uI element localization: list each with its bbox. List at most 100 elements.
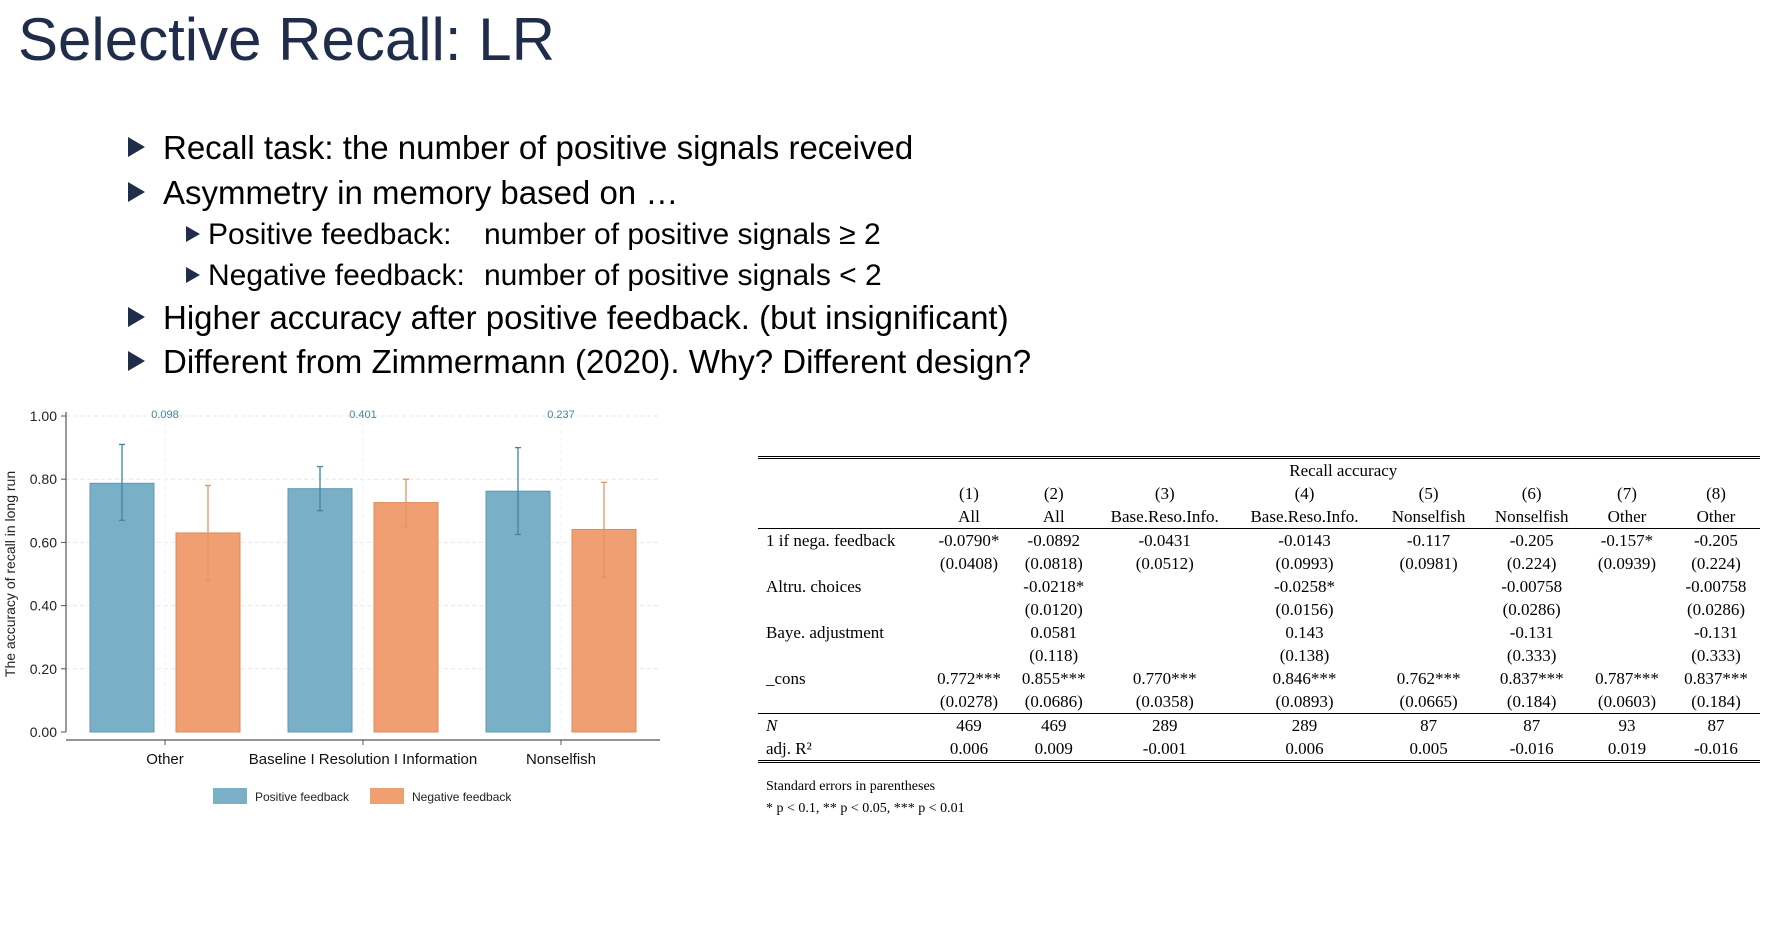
row-label xyxy=(758,598,927,621)
bar xyxy=(373,502,439,733)
column-number: (2) xyxy=(1043,484,1064,503)
table-cell: (0.0665) xyxy=(1399,692,1458,711)
table-cell: (0.0286) xyxy=(1686,600,1746,619)
column-number: (8) xyxy=(1706,484,1726,503)
table-cell: (0.0408) xyxy=(939,554,998,573)
p-value-label: 0.098 xyxy=(151,409,179,421)
table-cell xyxy=(1376,644,1482,667)
table-row: 1 if nega. feedback -0.0790* -0.0892 -0.043… xyxy=(758,528,1760,552)
header-group-label: Recall accuracy xyxy=(926,456,1760,482)
triangle-bullet-icon xyxy=(128,182,145,203)
y-tick-label: 0.20 xyxy=(30,661,57,677)
table-cell: 87 xyxy=(1375,713,1482,737)
table-cell: (0.184) xyxy=(1691,692,1741,711)
triangle-bullet-icon xyxy=(186,267,200,284)
column-name: Base.Reso.Info. xyxy=(1250,507,1359,526)
chart-canvas: 0.00 0.20 0.40 0.60 0.80 1.00 The accuracy of … xyxy=(2,408,660,804)
triangle-bullet-icon xyxy=(186,226,200,243)
table-row: (0.0120) (0.0156) (0.0286) (0.0286) xyxy=(758,598,1760,621)
table-cell: 0.762*** xyxy=(1396,669,1461,688)
bullet-text: Recall task: the number of positive sign… xyxy=(163,129,914,166)
table-stat-row: adj. R² 0.006 0.009 -0.001 0.006 0.005 -0.016 0… xyxy=(758,737,1760,763)
y-tick-label: 0.40 xyxy=(30,598,57,614)
bar xyxy=(89,482,155,733)
table-row: _cons 0.772*** 0.855*** 0.770*** 0.846*** 0.7… xyxy=(758,667,1760,690)
row-label: Altru. choices xyxy=(766,577,862,596)
legend-swatch xyxy=(370,788,404,804)
column-number: (4) xyxy=(1294,484,1315,503)
table-cell: 0.846*** xyxy=(1272,669,1337,688)
x-tick-label: Other xyxy=(146,751,184,768)
table-cell: 0.019 xyxy=(1581,737,1672,763)
triangle-bullet-icon xyxy=(128,307,145,328)
column-name: Nonselfish xyxy=(1391,507,1466,526)
table-cell xyxy=(1582,598,1672,621)
y-tick-label: 1.00 xyxy=(30,408,57,424)
table-cell: -0.0431 xyxy=(1096,528,1234,552)
table-cell: 0.837*** xyxy=(1684,669,1748,688)
sub-bullet-label: Positive feedback: xyxy=(208,218,452,251)
row-label: 1 if nega. feedback xyxy=(758,528,927,552)
table-cell: (0.0893) xyxy=(1275,692,1334,711)
table-cell: 289 xyxy=(1233,713,1376,737)
bullet-item: Recall task: the number of positive sign… xyxy=(128,128,913,168)
header-blank xyxy=(758,456,927,482)
table-cell: (0.0686) xyxy=(1024,692,1083,711)
table-cell: (0.184) xyxy=(1506,692,1557,711)
table-cell: (0.0278) xyxy=(939,692,998,711)
table-cell: -0.117 xyxy=(1375,528,1482,552)
table-cell: (0.0358) xyxy=(1135,692,1194,711)
table-cell xyxy=(1582,621,1672,644)
table-stat-row: N 469 469 289 289 87 87 93 87 xyxy=(758,713,1760,737)
table-cell: 93 xyxy=(1581,713,1672,737)
table-cell: 0.855*** xyxy=(1021,669,1086,688)
regression-table-grid: Recall accuracy (1) (2) (3) (4) (5) (6) (7) (8) A… xyxy=(758,456,1760,763)
column-number: (1) xyxy=(959,484,979,503)
x-tick-label: Nonselfish xyxy=(526,751,596,768)
table-cell xyxy=(1582,644,1672,667)
table-cell: -0.0258* xyxy=(1274,577,1335,596)
table-cell: (0.333) xyxy=(1506,646,1557,665)
bullet-item: Asymmetry in memory based on … xyxy=(128,173,678,213)
table-cell xyxy=(1096,644,1233,667)
table-cell: 0.006 xyxy=(926,737,1012,763)
table-row: (0.118) (0.138) (0.333) (0.333) xyxy=(758,644,1760,667)
table-cell: -0.0218* xyxy=(1023,577,1085,596)
table-cell: (0.333) xyxy=(1691,646,1741,665)
table-cell: (0.224) xyxy=(1691,554,1741,573)
sub-bullet-item: Negative feedback: number of positive sig… xyxy=(186,256,882,296)
y-tick-label: 0.00 xyxy=(30,724,57,740)
table-cell: 0.005 xyxy=(1375,737,1482,763)
legend-swatch xyxy=(213,788,247,804)
table-cell: -0.131 xyxy=(1509,623,1554,642)
sub-bullet-label: Negative feedback: xyxy=(208,259,465,292)
sub-bullet-text: number of positive signals < 2 xyxy=(484,259,882,292)
table-cell xyxy=(1376,621,1482,644)
y-tick-label: 0.80 xyxy=(30,471,57,487)
sub-bullet-item: Positive feedback: number of positive sig… xyxy=(186,215,881,255)
y-axis-label: The accuracy of recall in long run xyxy=(2,471,18,677)
table-cell: 0.006 xyxy=(1233,737,1376,763)
table-cell: 0.837*** xyxy=(1499,669,1564,688)
column-name: Other xyxy=(1607,507,1647,526)
bullet-item: Different from Zimmermann (2020). Why? D… xyxy=(128,342,1031,382)
stat-label: N xyxy=(758,713,927,737)
table-cell: (0.224) xyxy=(1506,554,1557,573)
table-cell: (0.0512) xyxy=(1135,554,1194,573)
table-cell xyxy=(1096,621,1233,644)
table-cell xyxy=(1376,575,1482,598)
row-label xyxy=(758,690,927,714)
table-cell: (0.0603) xyxy=(1597,692,1656,711)
column-number: (6) xyxy=(1521,484,1542,503)
table-cell: -0.016 xyxy=(1671,737,1760,763)
stat-label: adj. R² xyxy=(758,737,927,763)
legend-label: Negative feedback xyxy=(412,790,512,804)
triangle-bullet-icon xyxy=(128,351,145,372)
bullet-text: Different from Zimmermann (2020). Why? D… xyxy=(163,343,1032,380)
p-value-label: 0.237 xyxy=(547,409,575,421)
table-row: Baye. adjustment 0.0581 0.143 -0.131 -0.131 xyxy=(758,621,1760,644)
table-cell: -0.157* xyxy=(1581,528,1672,552)
table-header-group: Recall accuracy xyxy=(758,456,1760,482)
table-cell: -0.205 xyxy=(1481,528,1582,552)
table-cell: 87 xyxy=(1481,713,1582,737)
